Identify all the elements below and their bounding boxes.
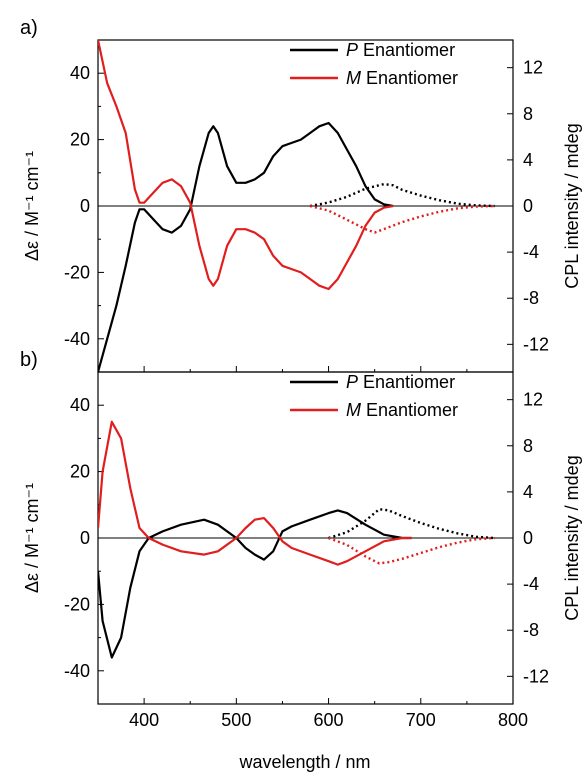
y-right-tick-label: 4 <box>523 150 533 170</box>
y-tick-label: -20 <box>64 262 90 282</box>
legend-label: Enantiomer <box>361 68 458 88</box>
series-line-m-cpl <box>309 204 495 234</box>
y-axis-title: Δε / M⁻¹ cm⁻¹ <box>22 483 42 593</box>
y-tick-label: 20 <box>70 462 90 482</box>
legend-italic: P <box>346 40 358 60</box>
legend-italic: M <box>346 68 361 88</box>
series-line-m-cpl <box>328 536 495 565</box>
y-tick-label: -40 <box>64 661 90 681</box>
legend-label: Enantiomer <box>358 372 455 392</box>
y-right-tick-label: 12 <box>523 390 543 410</box>
y-right-axis-title: CPL intensity / mdeg <box>562 455 582 620</box>
y-right-tick-label: 8 <box>523 436 533 456</box>
y-right-tick-label: -12 <box>523 334 549 354</box>
x-tick-label: 600 <box>314 710 344 730</box>
y-axis-title: Δε / M⁻¹ cm⁻¹ <box>22 151 42 261</box>
panel-label: b) <box>20 349 38 371</box>
series-line-m-cd <box>98 420 412 566</box>
y-right-tick-label: 8 <box>523 104 533 124</box>
legend-italic: M <box>346 400 361 420</box>
y-tick-label: -40 <box>64 329 90 349</box>
y-tick-label: -20 <box>64 594 90 614</box>
legend-entry: M Enantiomer <box>346 400 458 420</box>
y-tick-label: 40 <box>70 63 90 83</box>
legend-entry: P Enantiomer <box>346 40 455 60</box>
y-right-tick-label: 12 <box>523 58 543 78</box>
legend-label: Enantiomer <box>358 40 455 60</box>
y-tick-label: 20 <box>70 130 90 150</box>
legend-label: Enantiomer <box>361 400 458 420</box>
x-tick-label: 700 <box>406 710 436 730</box>
panel-label: a) <box>20 17 38 39</box>
series-line-p-cpl <box>328 508 495 540</box>
legend-entry: M Enantiomer <box>346 68 458 88</box>
y-tick-label: 0 <box>80 528 90 548</box>
y-right-axis-title: CPL intensity / mdeg <box>562 123 582 288</box>
y-tick-label: 0 <box>80 196 90 216</box>
x-tick-label: 400 <box>129 710 159 730</box>
series-line-p-cd <box>98 121 394 372</box>
legend-italic: P <box>346 372 358 392</box>
y-right-tick-label: -4 <box>523 574 539 594</box>
x-axis-title: wavelength / nm <box>238 752 370 772</box>
y-right-tick-label: -12 <box>523 666 549 686</box>
y-right-tick-label: -8 <box>523 288 539 308</box>
y-right-tick-label: -8 <box>523 620 539 640</box>
x-tick-label: 800 <box>498 710 528 730</box>
series-line-p-cpl <box>309 182 495 208</box>
y-right-tick-label: -4 <box>523 242 539 262</box>
x-tick-label: 500 <box>221 710 251 730</box>
y-right-tick-label: 0 <box>523 528 533 548</box>
y-right-tick-label: 0 <box>523 196 533 216</box>
legend-entry: P Enantiomer <box>346 372 455 392</box>
y-tick-label: 40 <box>70 395 90 415</box>
y-right-tick-label: 4 <box>523 482 533 502</box>
series-line-p-cd <box>98 509 412 659</box>
series-line-m-cd <box>98 40 394 291</box>
